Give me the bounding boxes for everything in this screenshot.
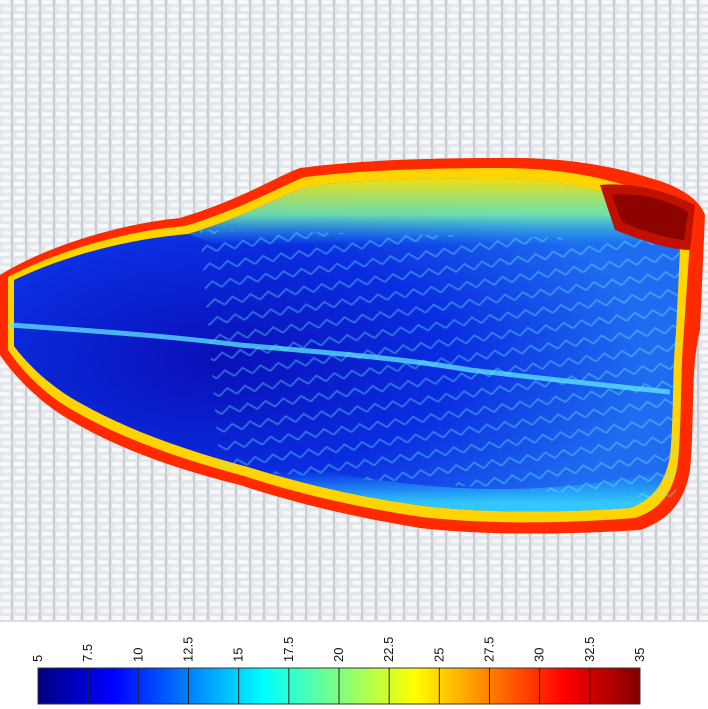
colorbar-tick-label: 12.5	[181, 637, 196, 662]
colorbar-tick-label: 17.5	[281, 637, 296, 662]
colorbar-tick-label: 10	[130, 648, 145, 662]
colorbar-tick-label: 22.5	[381, 637, 396, 662]
colorbar-tick-label: 15	[231, 648, 246, 662]
colorbar-tick-label: 32.5	[582, 637, 597, 662]
colorbar-tick-label: 25	[431, 648, 446, 662]
colorbar-tick-label: 35	[632, 648, 647, 662]
fillet	[0, 157, 705, 534]
colorbar-tick-label: 20	[331, 648, 346, 662]
colorbar-tick-label: 30	[532, 648, 547, 662]
fillet-photo	[0, 0, 708, 620]
colorbar-tick-label: 27.5	[482, 637, 497, 662]
colorbar-tick-label: 5	[30, 655, 45, 662]
colorbar-tick-label: 7.5	[80, 644, 95, 662]
collar-dark	[612, 194, 688, 240]
lateral-line	[9, 322, 671, 395]
